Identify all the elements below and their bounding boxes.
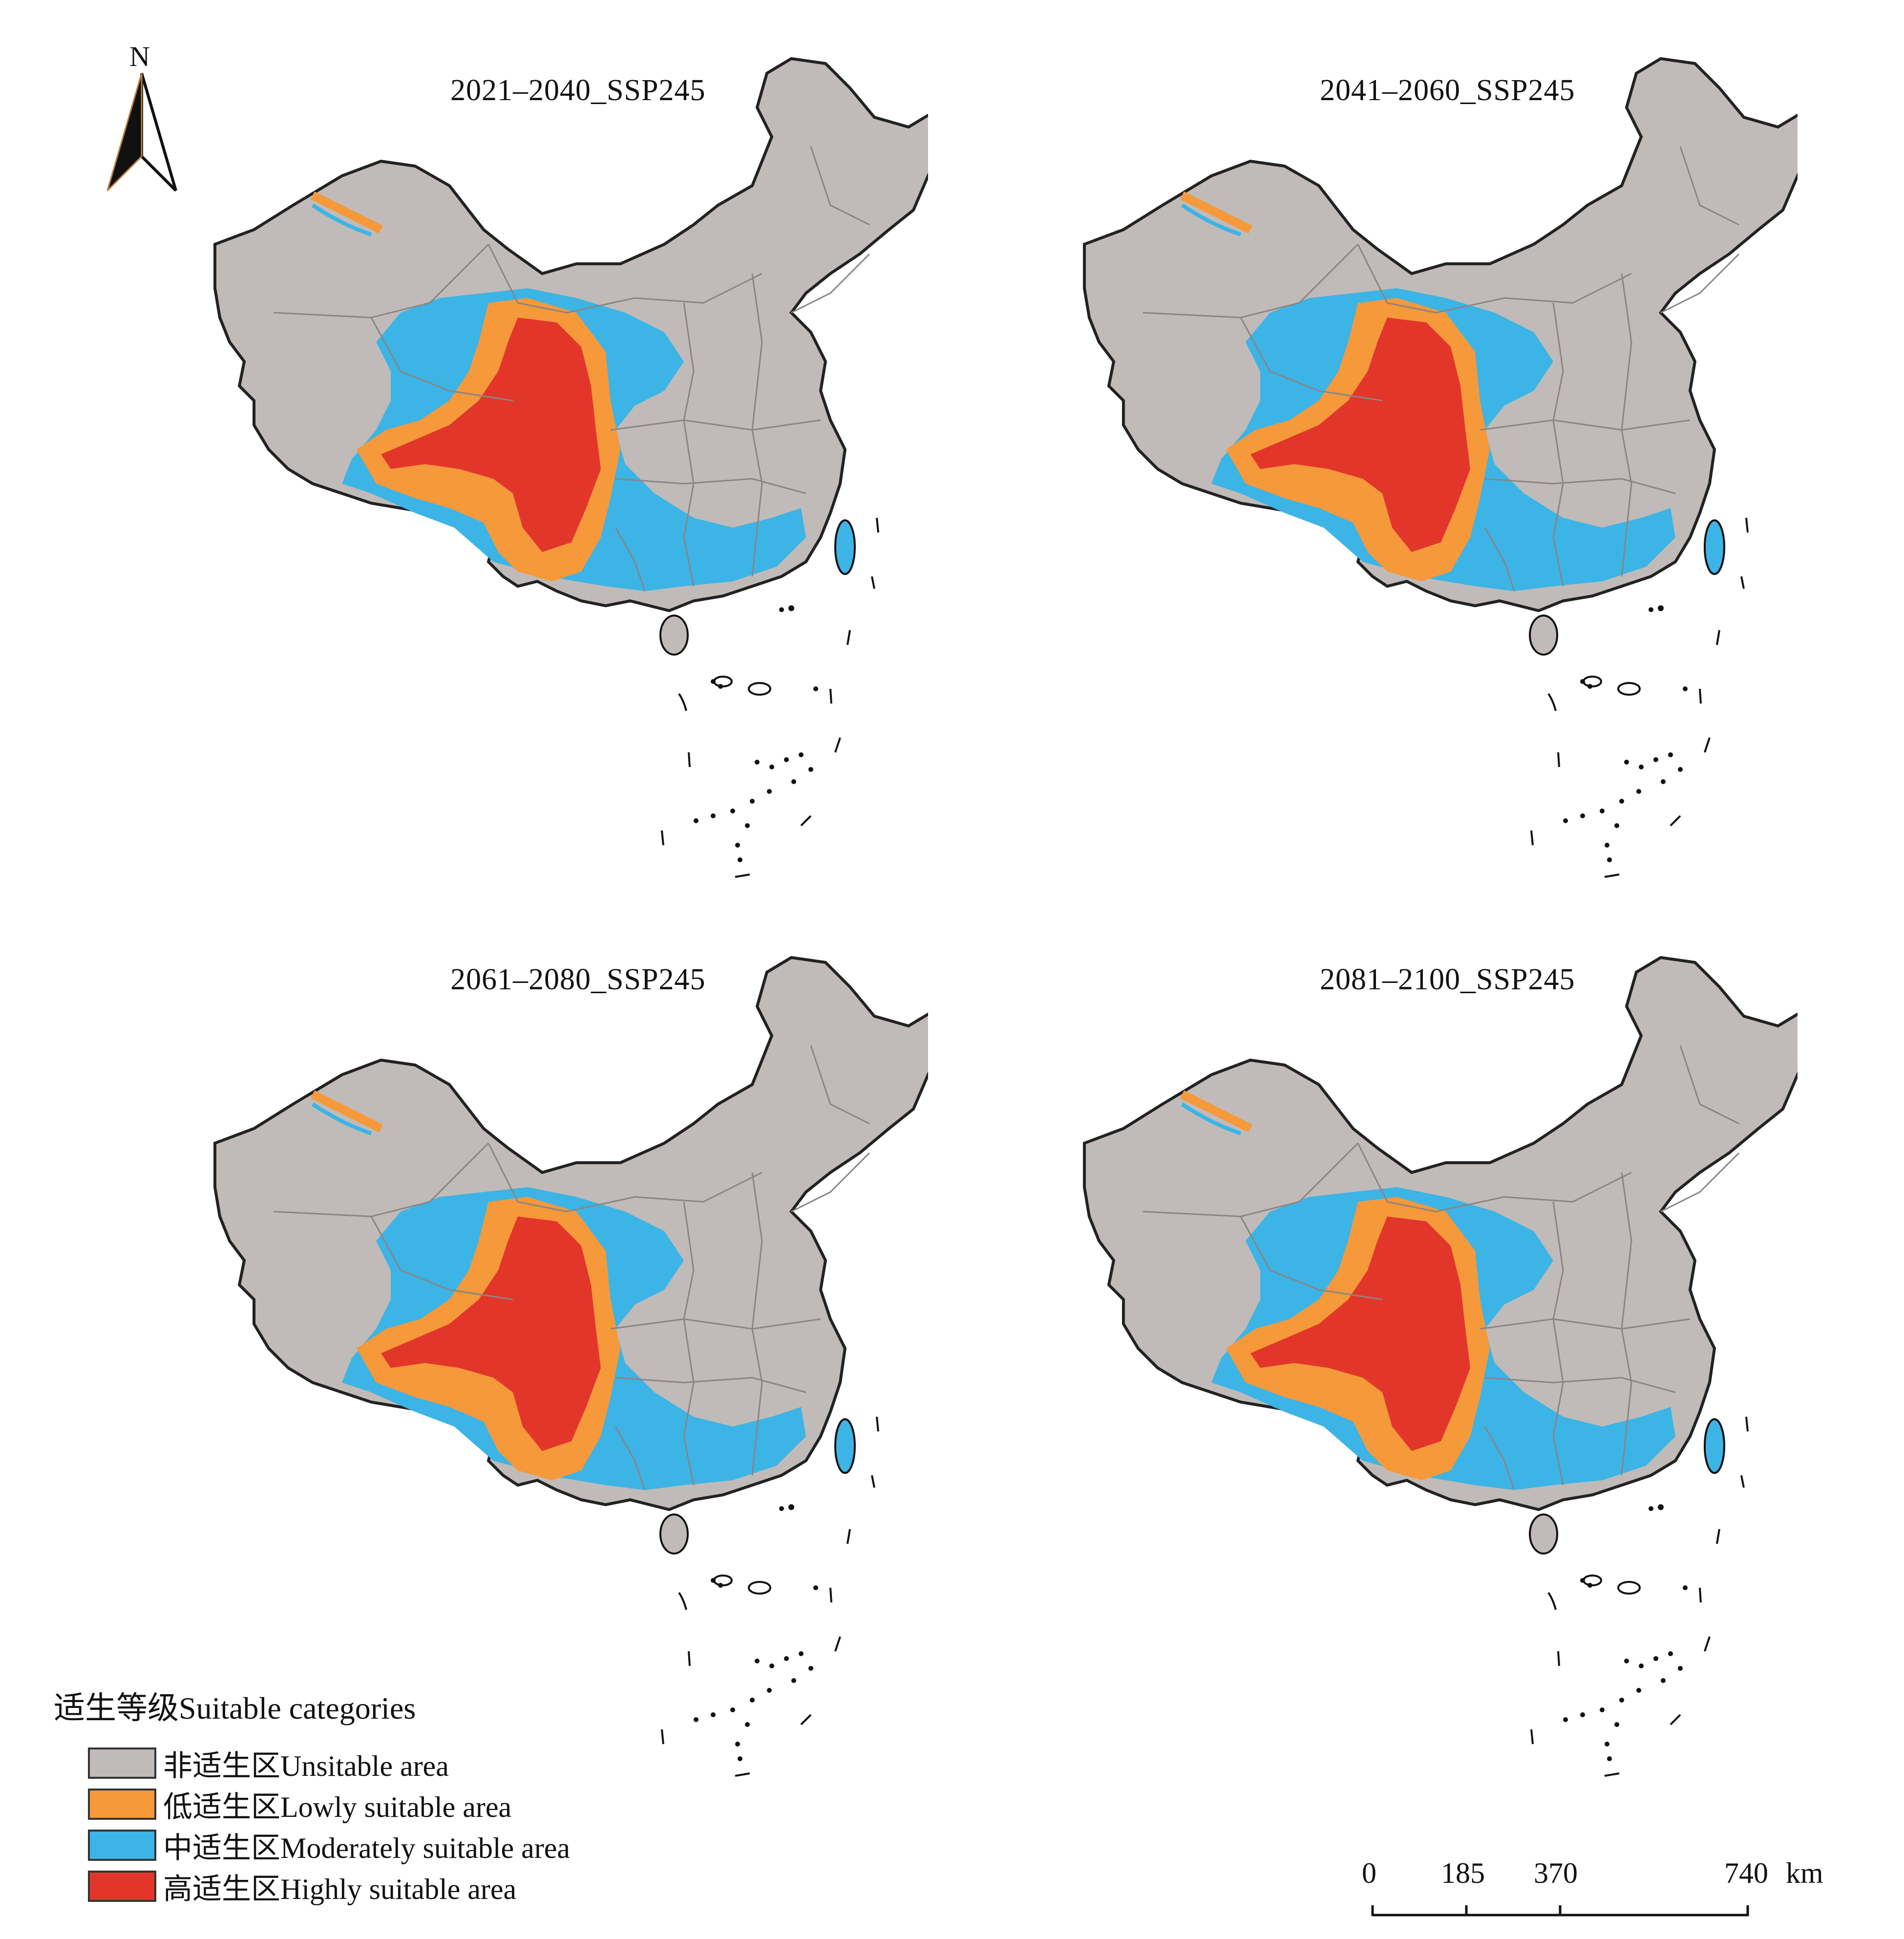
scale-bar-line [1371,1905,1749,1917]
scale-tick-185: 185 [1441,1857,1485,1889]
legend-swatch [88,1871,156,1902]
map-2021-2040 [0,0,928,878]
panel-title: 2021–2040_SSP245 [450,74,706,107]
map-panel-2061-2080: 2061–2080_SSP245 [0,899,928,1837]
map-2081-2100 [869,899,1798,1777]
panel-title: 2061–2080_SSP245 [450,963,706,996]
north-arrow-label: N [129,41,150,72]
legend-label: 高适生区Highly suitable area [163,1873,517,1905]
north-arrow-icon [106,73,177,192]
legend-swatch [88,1830,156,1861]
map-panel-2081-2100: 2081–2100_SSP245 [869,899,1798,1837]
map-panel-2021-2040: 2021–2040_SSP245 [0,0,928,938]
legend-item-lowly: 低适生区Lowly suitable area [88,1784,570,1825]
legend-label: 非适生区Unsitable area [163,1749,449,1782]
legend-swatch [88,1789,156,1820]
scale-bar: 0 185 370 740 km [1358,1856,1823,1935]
legend: 适生等级Suitable categories 非适生区Unsitable ar… [54,1683,570,1907]
panel-title: 2041–2060_SSP245 [1320,74,1575,107]
scale-tick-0: 0 [1362,1857,1376,1889]
scale-tick-370: 370 [1534,1857,1578,1889]
map-2041-2060 [869,0,1798,878]
map-panel-2041-2060: 2041–2060_SSP245 [869,0,1798,938]
legend-label: 中适生区Moderately suitable area [163,1832,571,1864]
scale-unit: km [1786,1857,1823,1889]
legend-swatch [88,1747,156,1779]
legend-title: 适生等级Suitable categories [54,1691,416,1726]
legend-label: 低适生区Lowly suitable area [163,1790,512,1823]
legend-item-unsuitable: 非适生区Unsitable area [88,1743,570,1784]
map-2061-2080 [0,899,928,1777]
panel-title: 2081–2100_SSP245 [1320,963,1575,996]
legend-item-highly: 高适生区Highly suitable area [88,1866,570,1907]
legend-item-moderately: 中适生区Moderately suitable area [88,1825,570,1866]
scale-tick-740: 740 [1724,1857,1768,1889]
